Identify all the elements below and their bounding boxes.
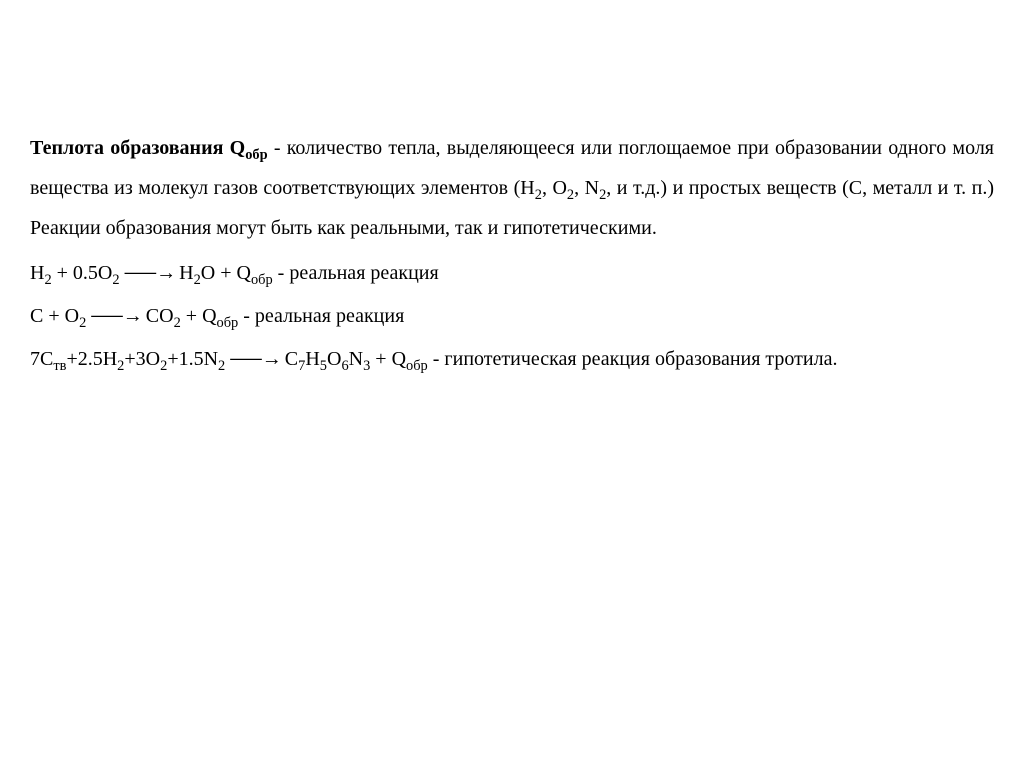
h2-subscript: 2 bbox=[535, 187, 542, 203]
eq3-c: 7С bbox=[30, 348, 53, 370]
eq3-h: +2.5Н bbox=[66, 348, 117, 370]
eq1-o: + 0.5О bbox=[52, 262, 113, 284]
equation-2: С + О2 ⸺→ СО2 + Qобр - реальная реакция bbox=[30, 297, 994, 336]
eq2-co: С + О bbox=[30, 305, 79, 327]
eq3-pc: С bbox=[285, 348, 298, 370]
eq1-h-sub: 2 bbox=[44, 272, 51, 288]
eq2-q-sub: обр bbox=[217, 315, 239, 331]
eq1-h2o-sub: 2 bbox=[194, 272, 201, 288]
definition-text-3: , N bbox=[574, 177, 599, 199]
eq3-n: +1.5N bbox=[167, 348, 218, 370]
eq2-co2: СО bbox=[146, 305, 174, 327]
definition-text-2: , О bbox=[542, 177, 567, 199]
definition-paragraph: Теплота образования Qобр - количество те… bbox=[30, 128, 994, 248]
equation-3: 7Ств+2.5Н2+3О2+1.5N2 ⸺→ С7Н5О6N3 + Qобр … bbox=[30, 340, 994, 379]
eq3-q-sub: обр bbox=[406, 358, 428, 374]
eq1-q-sub: обр bbox=[251, 272, 273, 288]
eq3-po-sub: 6 bbox=[341, 358, 348, 374]
eq1-arrow: ⸺→ bbox=[120, 262, 180, 284]
eq2-q: + Q bbox=[181, 305, 217, 327]
eq2-arrow: ⸺→ bbox=[86, 305, 146, 327]
eq1-o-sub: 2 bbox=[112, 272, 119, 288]
eq1-h: Н bbox=[30, 262, 44, 284]
eq1-q: О + Q bbox=[201, 262, 251, 284]
eq3-po: О bbox=[327, 348, 341, 370]
equation-1: Н2 + 0.5О2 ⸺→ Н2О + Qобр - реальная реак… bbox=[30, 254, 994, 293]
eq3-pn: N bbox=[349, 348, 363, 370]
eq3-arrow: ⸺→ bbox=[225, 348, 285, 370]
document-page: Теплота образования Qобр - количество те… bbox=[0, 0, 1024, 379]
eq3-ph: Н bbox=[305, 348, 319, 370]
eq3-ph-sub: 5 bbox=[320, 358, 327, 374]
eq3-o: +3О bbox=[124, 348, 160, 370]
term-heat-of-formation: Теплота образования Qобр bbox=[30, 137, 268, 159]
eq2-label: - реальная реакция bbox=[238, 305, 404, 327]
eq2-co2-sub: 2 bbox=[174, 315, 181, 331]
eq3-c-sub: тв bbox=[53, 358, 66, 374]
eq3-label: - гипотетическая реакция образования тро… bbox=[428, 348, 838, 370]
eq1-label: - реальная реакция bbox=[273, 262, 439, 284]
eq3-q: + Q bbox=[370, 348, 406, 370]
eq1-h2o-h: Н bbox=[179, 262, 193, 284]
